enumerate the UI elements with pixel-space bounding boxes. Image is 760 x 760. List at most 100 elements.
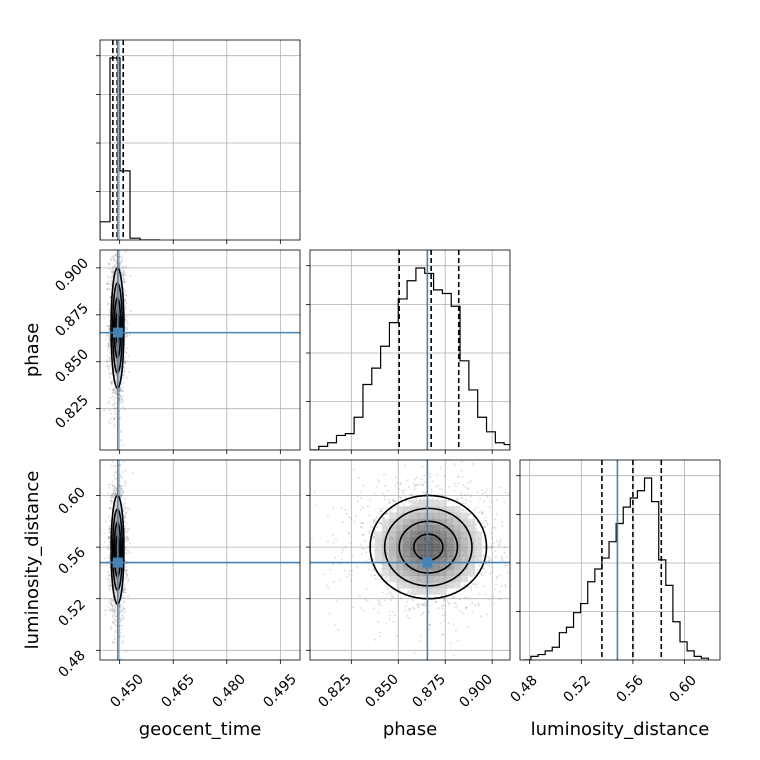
sample-point [122,400,125,403]
sample-point [440,494,443,497]
sample-point [125,548,128,551]
sample-point [119,490,122,493]
sample-point [113,417,116,420]
sample-point [368,558,371,561]
sample-point [120,476,123,479]
density-cell [116,566,118,574]
sample-point [377,599,380,602]
sample-point [379,522,382,525]
density-cell [403,506,412,513]
sample-point [126,535,129,538]
sample-point [109,585,112,588]
sample-point [108,372,111,375]
sample-point [504,584,507,587]
sample-point [118,610,121,613]
sample-point [380,510,383,513]
sample-point [107,343,110,346]
sample-point [111,392,114,395]
density-cell [113,360,115,369]
sample-point [498,544,501,547]
sample-point [441,457,443,459]
density-cell [431,543,440,551]
sample-point [107,324,110,327]
sample-point [467,597,470,600]
sample-point [114,631,117,634]
sample-point [372,607,375,610]
sample-point [388,501,391,504]
sample-point [384,485,387,488]
density-cell [113,586,116,594]
sample-point [359,497,362,500]
sample-point [489,572,492,575]
density-cell [115,592,117,600]
density-cell [118,272,120,281]
sample-point [107,342,110,345]
sample-point [373,492,376,495]
sample-point [124,511,127,514]
density-cell [424,499,433,507]
sample-point [119,390,122,393]
sample-point [114,242,116,244]
x-tick-label: 0.480 [209,671,249,711]
sample-point [108,327,111,330]
sample-point [108,506,111,509]
sample-point [120,624,123,627]
sample-point [109,578,112,581]
sample-point [111,614,114,617]
sample-point [440,466,443,469]
sample-point [383,576,386,579]
sample-point [490,532,493,535]
sample-point [383,599,386,602]
density-cell [115,579,117,587]
density-cell [403,550,412,558]
sample-point [411,599,414,602]
sample-point [377,620,380,623]
sample-point [119,619,122,622]
sample-point [111,497,114,500]
sample-point [110,604,113,607]
sample-point [123,524,126,527]
sample-point [108,507,111,510]
sample-point [372,558,375,561]
sample-point [434,485,437,488]
sample-point [129,310,132,313]
sample-point [108,528,111,531]
sample-point [359,509,362,512]
density-cell [115,287,117,296]
sample-point [124,361,127,364]
sample-point [118,603,121,606]
sample-point [108,559,111,562]
sample-point [107,262,110,265]
sample-point [483,500,486,503]
density-cell [431,550,440,558]
sample-point [387,588,390,591]
density-cell [121,579,123,587]
x-tick-label: 0.875 [409,671,449,711]
sample-point [121,594,124,597]
density-cell [113,368,116,377]
sample-point [360,525,363,528]
density-content [100,460,300,660]
sample-point [112,391,115,394]
sample-point [128,507,131,510]
sample-point [114,396,117,399]
x-axis-label-luminosity-distance: luminosity_distance [531,719,710,740]
sample-point [405,605,408,608]
y-tick-label: 0.900 [52,255,92,295]
sample-point [109,499,112,502]
sample-point [123,607,126,610]
sample-point [103,317,106,320]
sample-point [107,303,110,306]
sample-point [501,559,504,562]
sample-point [456,605,459,608]
sample-point [113,417,116,420]
density-cell [431,575,440,583]
sample-point [468,575,471,578]
density-cell [410,562,419,570]
sample-point [499,574,502,577]
density-cell [389,512,397,520]
sample-point [422,611,425,614]
sample-point [114,253,117,256]
sample-point [400,489,403,492]
sample-point [484,593,487,596]
